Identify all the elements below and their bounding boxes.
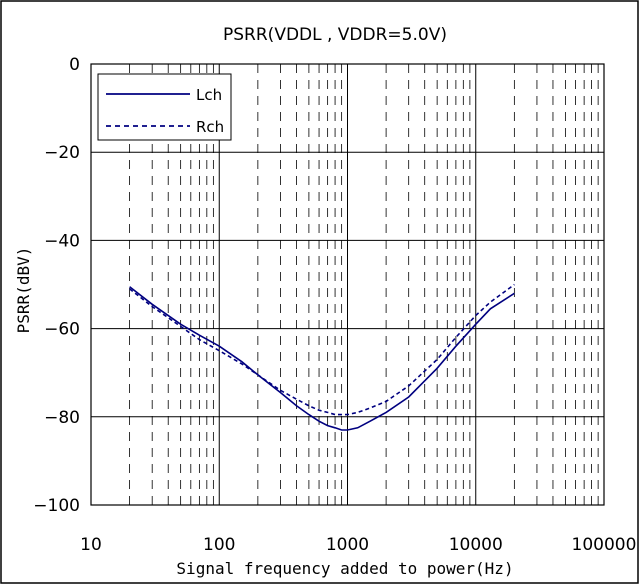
y-tick-label: −60 — [44, 320, 80, 340]
x-tick-label: 10 — [80, 535, 102, 555]
y-tick-label: −20 — [44, 143, 80, 163]
x-axis-label: Signal frequency added to power(Hz) — [176, 559, 513, 578]
x-tick-label: 100000 — [572, 535, 637, 555]
y-tick-label: −100 — [33, 496, 80, 516]
legend-label-rch: Rch — [196, 118, 224, 136]
legend-box — [97, 73, 232, 141]
y-tick-label: −40 — [44, 231, 80, 251]
x-tick-label: 10000 — [449, 535, 503, 555]
plot-border — [90, 63, 605, 506]
chart-title: PSRR(VDDL , VDDR=5.0V) — [223, 25, 447, 45]
y-tick-label: 0 — [69, 55, 80, 75]
x-tick-label: 1000 — [326, 535, 369, 555]
series-line-rch — [129, 283, 515, 416]
y-axis-label: PSRR(dBV) — [14, 247, 33, 334]
tick-label-layer: 10 100 1000 10000 100000 0 −20 −40 −60 −80 −100 — [33, 55, 636, 555]
series-line-lch — [129, 286, 515, 431]
series-layer — [129, 283, 515, 431]
x-tick-label: 100 — [203, 535, 235, 555]
legend: Lch Rch — [97, 73, 232, 141]
y-tick-label: −80 — [44, 408, 80, 428]
legend-label-lch: Lch — [196, 86, 222, 104]
